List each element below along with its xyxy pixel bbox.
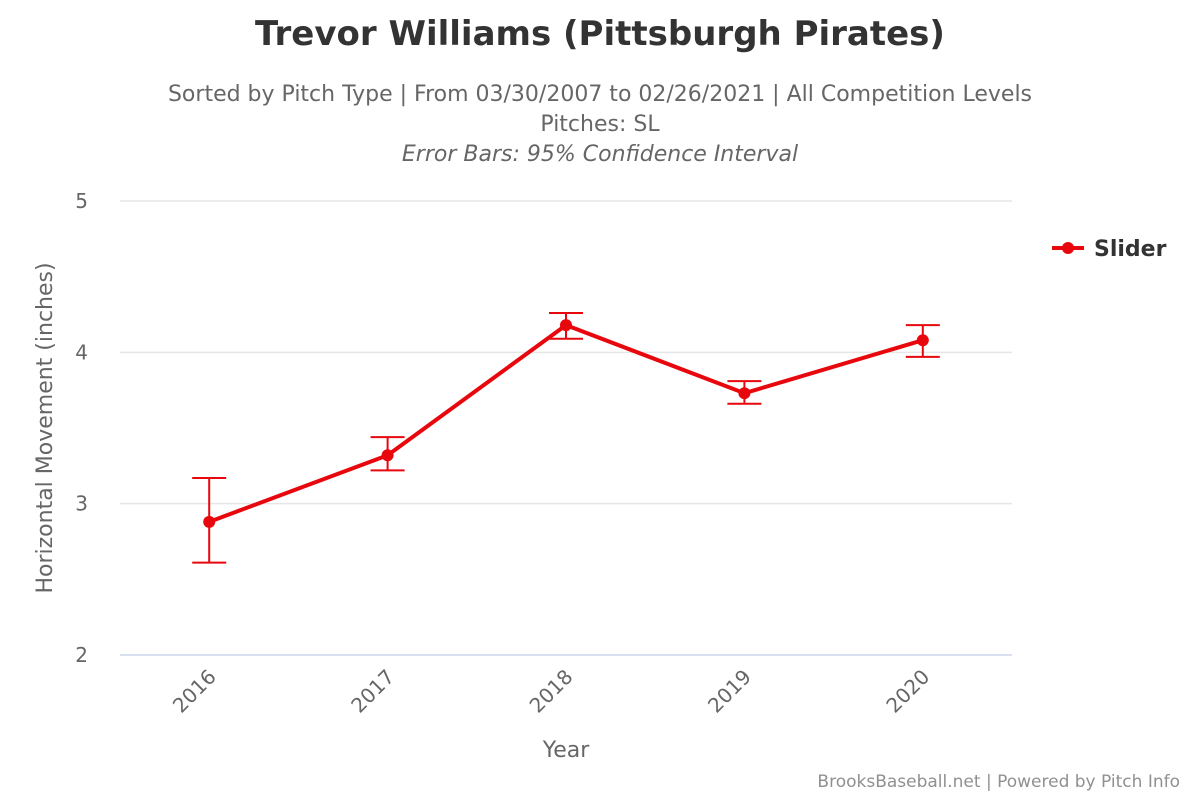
data-point-2016 bbox=[203, 515, 216, 528]
x-axis-ticks: 2016 2017 2018 2019 2020 bbox=[168, 665, 935, 718]
x-tick-label-2016: 2016 bbox=[168, 665, 221, 718]
y-tick-label-3: 3 bbox=[75, 492, 88, 516]
series-group bbox=[192, 311, 940, 564]
data-point-2017 bbox=[381, 449, 394, 462]
chart-subtitle-filters: Sorted by Pitch Type | From 03/30/2007 t… bbox=[167, 82, 1033, 107]
credits-text[interactable]: BrooksBaseball.net | Powered by Pitch In… bbox=[817, 772, 1180, 792]
legend-marker bbox=[1062, 242, 1074, 254]
x-axis-label: Year bbox=[542, 738, 591, 763]
y-tick-label-2: 2 bbox=[75, 643, 88, 667]
data-point-2018 bbox=[560, 319, 572, 332]
legend[interactable]: Slider bbox=[1052, 237, 1167, 262]
grid-lines bbox=[120, 200, 1012, 656]
y-axis-label: Horizontal Movement (inches) bbox=[33, 262, 58, 593]
y-tick-label-5: 5 bbox=[75, 189, 88, 213]
chart-subtitle-error-bars: Error Bars: 95% Confidence Interval bbox=[401, 142, 799, 167]
x-tick-label-2020: 2020 bbox=[881, 665, 934, 718]
series-line-Slider bbox=[207, 323, 925, 524]
y-axis-ticks: 2 3 4 5 bbox=[75, 189, 88, 667]
x-tick-label-2019: 2019 bbox=[703, 665, 756, 718]
chart-title: Trevor Williams (Pittsburgh Pirates) bbox=[255, 14, 945, 54]
chart-subtitle-pitches: Pitches: SL bbox=[540, 112, 660, 137]
x-tick-label-2017: 2017 bbox=[346, 665, 399, 718]
x-tick-label-2018: 2018 bbox=[525, 665, 578, 718]
y-tick-label-4: 4 bbox=[75, 340, 88, 364]
legend-item-label: Slider bbox=[1094, 237, 1167, 262]
data-point-2020 bbox=[916, 334, 929, 347]
data-point-2019 bbox=[738, 387, 751, 400]
